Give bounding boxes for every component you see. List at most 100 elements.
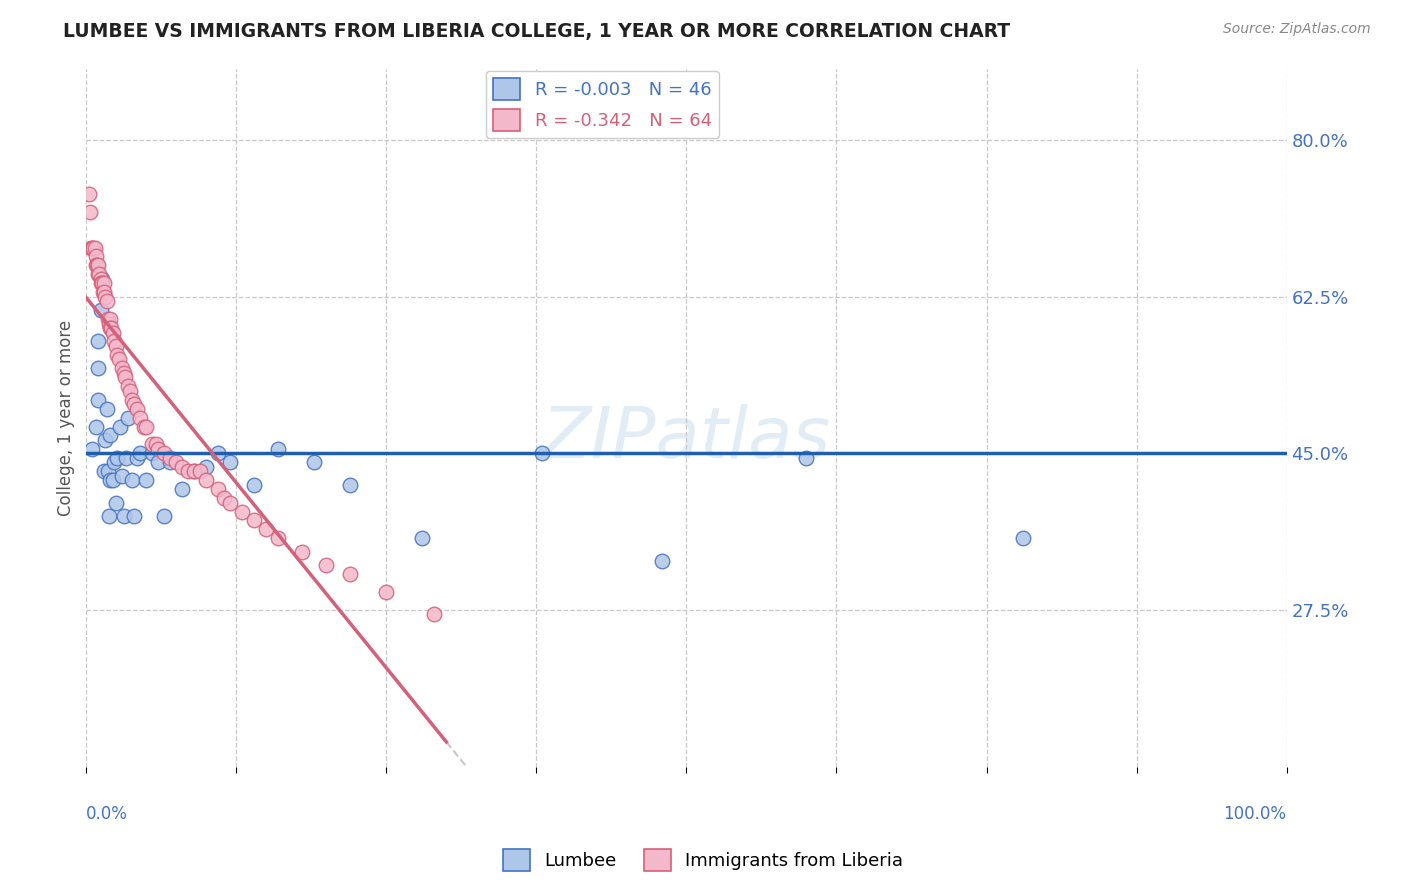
Point: [98, 508, 121, 523]
Point: [98, 312, 121, 326]
Y-axis label: College, 1 year or more: College, 1 year or more: [58, 319, 75, 516]
Point: [90, 303, 112, 318]
Point: [83, 240, 105, 254]
Point: [183, 464, 205, 478]
Point: [94, 433, 117, 447]
Point: [111, 361, 134, 376]
Point: [231, 504, 253, 518]
Point: [107, 352, 129, 367]
Point: [129, 410, 152, 425]
Point: [124, 508, 146, 523]
Point: [159, 450, 181, 465]
Text: 100.0%: 100.0%: [1223, 805, 1286, 823]
Point: [118, 384, 141, 398]
Point: [93, 464, 115, 478]
Point: [90, 272, 112, 286]
Legend: Lumbee, Immigrants from Liberia: Lumbee, Immigrants from Liberia: [495, 842, 911, 879]
Point: [121, 473, 143, 487]
Point: [132, 419, 155, 434]
Point: [124, 397, 146, 411]
Point: [80, 240, 103, 254]
Point: [97, 464, 120, 478]
Point: [105, 339, 128, 353]
Point: [183, 464, 205, 478]
Point: [82, 240, 104, 254]
Point: [115, 450, 138, 465]
Text: Source: ZipAtlas.com: Source: ZipAtlas.com: [1223, 22, 1371, 37]
Point: [267, 442, 290, 456]
Point: [172, 459, 194, 474]
Point: [87, 334, 110, 349]
Point: [107, 348, 129, 362]
Point: [219, 455, 242, 469]
Point: [84, 259, 107, 273]
Point: [107, 450, 129, 465]
Point: [90, 272, 112, 286]
Point: [195, 459, 218, 474]
Point: [188, 464, 211, 478]
Point: [117, 379, 139, 393]
Point: [87, 392, 110, 407]
Point: [375, 585, 398, 599]
Text: ZIPatlas: ZIPatlas: [541, 404, 831, 473]
Point: [153, 508, 176, 523]
Point: [159, 455, 181, 469]
Point: [315, 558, 337, 573]
Point: [219, 495, 242, 509]
Point: [304, 455, 326, 469]
Point: [135, 473, 157, 487]
Point: [79, 204, 101, 219]
Point: [111, 468, 134, 483]
Point: [423, 607, 446, 622]
Point: [114, 370, 136, 384]
Point: [207, 446, 229, 460]
Point: [98, 428, 121, 442]
Point: [103, 455, 125, 469]
Point: [117, 410, 139, 425]
Point: [108, 419, 131, 434]
Point: [165, 455, 187, 469]
Point: [98, 473, 121, 487]
Point: [90, 277, 112, 291]
Legend: R = -0.003   N = 46, R = -0.342   N = 64: R = -0.003 N = 46, R = -0.342 N = 64: [486, 70, 718, 138]
Point: [87, 259, 110, 273]
Point: [93, 277, 115, 291]
Point: [96, 294, 118, 309]
Point: [82, 442, 104, 456]
Point: [411, 532, 433, 546]
Point: [82, 240, 104, 254]
Point: [100, 321, 122, 335]
Point: [148, 455, 170, 469]
Point: [135, 419, 157, 434]
Point: [141, 446, 163, 460]
Point: [90, 277, 112, 291]
Point: [214, 491, 236, 505]
Text: 0.0%: 0.0%: [86, 805, 128, 823]
Point: [84, 250, 107, 264]
Point: [531, 446, 554, 460]
Point: [254, 523, 277, 537]
Point: [98, 317, 121, 331]
Point: [195, 473, 218, 487]
Point: [148, 442, 170, 456]
Point: [651, 554, 673, 568]
Point: [94, 290, 117, 304]
Point: [207, 482, 229, 496]
Point: [291, 545, 314, 559]
Point: [98, 321, 121, 335]
Point: [87, 361, 110, 376]
Point: [91, 285, 114, 300]
Point: [86, 259, 108, 273]
Text: LUMBEE VS IMMIGRANTS FROM LIBERIA COLLEGE, 1 YEAR OR MORE CORRELATION CHART: LUMBEE VS IMMIGRANTS FROM LIBERIA COLLEG…: [63, 22, 1011, 41]
Point: [796, 450, 818, 465]
Point: [84, 419, 107, 434]
Point: [77, 186, 100, 201]
Point: [177, 464, 200, 478]
Point: [339, 477, 361, 491]
Point: [153, 446, 176, 460]
Point: [145, 437, 167, 451]
Point: [112, 366, 135, 380]
Point: [89, 268, 111, 282]
Point: [103, 334, 125, 349]
Point: [93, 285, 115, 300]
